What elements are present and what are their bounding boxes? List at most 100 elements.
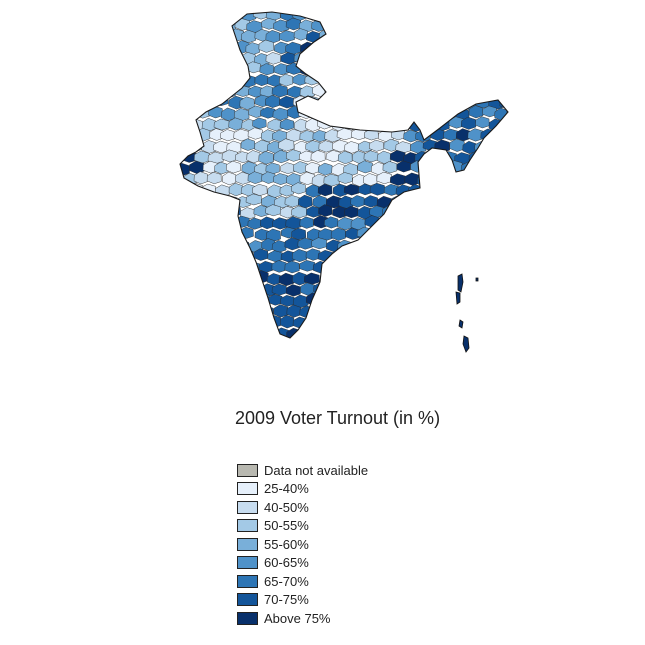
district-region [188,336,204,338]
district-region [417,108,432,121]
district-region [493,260,508,272]
district-region [409,226,426,241]
district-region [481,150,498,164]
district-region [436,227,452,239]
district-region [221,327,237,338]
district-region [227,53,243,65]
district-region [421,248,436,261]
legend-swatch [237,574,258,588]
district-region [474,141,491,153]
district-region [352,105,369,118]
district-region [214,339,229,351]
district-region [501,162,508,175]
district-region [201,205,217,219]
district-region [462,248,478,261]
district-region [357,140,373,153]
district-region [180,41,186,55]
legend-label: 25-40% [264,481,309,497]
district-region [233,63,249,75]
district-region [363,282,380,296]
district-region [279,73,294,87]
district-region [475,52,490,66]
district-region [501,12,508,20]
district-region [208,325,225,338]
district-region [234,215,250,228]
district-region [395,95,411,110]
district-region [506,218,508,232]
district-region [344,316,360,330]
district-region [208,106,223,119]
district-region [247,171,263,184]
district-region [383,315,400,327]
district-region [371,339,387,351]
district-region [362,17,377,30]
district-region [319,50,335,64]
district-region [188,160,205,174]
district-region [299,216,314,229]
district-region [226,73,242,86]
district-region [475,227,491,240]
district-region [332,316,348,329]
district-region [338,195,354,210]
district-region [493,39,508,53]
district-region [384,226,401,239]
district-region [338,261,354,275]
district-region [505,127,508,140]
district-region [479,196,496,209]
district-region [180,12,189,21]
district-region [371,250,386,263]
district-region [254,73,269,87]
district-region [317,162,333,176]
district-region [194,83,209,96]
district-region [332,293,348,307]
district-region [514,30,529,43]
district-region [370,228,385,241]
district-region [180,248,192,262]
district-region [428,325,444,338]
district-region [318,204,333,217]
district-region [202,272,219,286]
district-region [402,304,419,318]
district-region [183,303,199,316]
district-region [207,61,224,74]
district-region [430,240,447,253]
district-region [368,139,385,152]
district-region [233,327,249,338]
district-region [180,30,192,44]
district-region [370,51,387,64]
district-region [215,31,231,44]
district-region [462,12,478,19]
district-region [514,315,528,328]
district-region [460,292,475,306]
district-region [246,282,261,296]
district-region [239,295,254,309]
district-region [436,12,451,20]
district-region [220,283,236,296]
district-region [202,12,218,21]
district-region [435,250,450,264]
district-region [187,138,204,152]
district-region [180,52,192,66]
district-region [252,117,267,130]
district-region [469,194,486,208]
district-region [505,238,508,251]
district-region [362,106,378,119]
district-region [402,19,419,32]
district-region [449,138,465,152]
district-region [189,315,205,328]
district-region [449,52,464,65]
district-region [226,292,241,306]
district-region [222,195,238,208]
district-region [182,83,198,97]
district-region [336,283,351,296]
district-region [219,237,234,250]
district-region [324,19,340,31]
district-region [415,303,431,317]
district-region [500,73,508,86]
district-region [430,18,445,31]
district-region [363,239,379,251]
district-region [389,39,406,54]
district-region [292,337,307,338]
district-region [213,226,230,240]
